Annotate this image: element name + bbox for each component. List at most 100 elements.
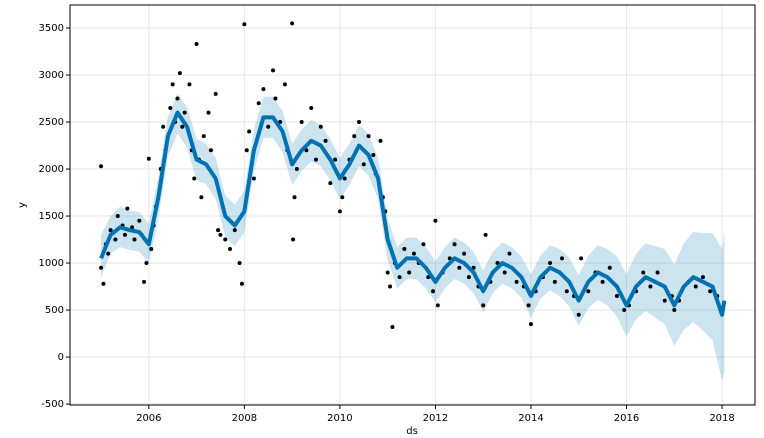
- plot-frame: [69, 4, 756, 406]
- y-tick-label: 3000: [39, 70, 64, 81]
- observed-point: [607, 265, 612, 270]
- observed-point: [411, 251, 416, 256]
- observed-point: [291, 237, 296, 242]
- observed-point: [208, 148, 213, 153]
- y-tick-label: 2500: [39, 117, 64, 128]
- observed-point: [177, 71, 182, 76]
- observed-point: [290, 21, 295, 26]
- y-tick-label: 0: [58, 352, 64, 363]
- observed-point: [466, 275, 471, 280]
- observed-point: [261, 87, 266, 92]
- observed-point: [548, 261, 553, 266]
- observed-point: [192, 176, 197, 181]
- uncertainty-band: [101, 93, 725, 381]
- observed-point: [622, 308, 627, 313]
- observed-point: [614, 293, 619, 298]
- observed-point: [378, 138, 383, 143]
- observed-point: [481, 303, 486, 308]
- observed-point: [187, 82, 192, 87]
- observed-point: [294, 167, 299, 172]
- x-tick-label: 2012: [423, 413, 448, 424]
- observed-point: [457, 265, 462, 270]
- observed-point: [213, 91, 218, 96]
- x-tick-label: 2014: [518, 413, 543, 424]
- observed-point: [271, 68, 276, 73]
- observed-point: [314, 157, 319, 162]
- observed-point: [201, 134, 206, 139]
- observed-point: [586, 289, 591, 294]
- observed-point: [514, 279, 519, 284]
- observed-point: [125, 206, 130, 211]
- observed-point: [180, 124, 185, 129]
- observed-point: [216, 228, 221, 233]
- observed-point: [433, 218, 438, 223]
- observed-point: [170, 82, 175, 87]
- observed-point: [452, 242, 457, 247]
- observed-point: [149, 246, 154, 251]
- observed-point: [552, 279, 557, 284]
- y-tick-label: 3500: [39, 23, 64, 34]
- observed-point: [194, 42, 199, 47]
- observed-point: [299, 120, 304, 125]
- observed-point: [708, 289, 713, 294]
- observed-point: [232, 228, 237, 233]
- observed-point: [483, 232, 488, 237]
- observed-point: [282, 82, 287, 87]
- observed-point: [662, 298, 667, 303]
- observed-point: [323, 138, 328, 143]
- observed-point: [122, 232, 127, 237]
- observed-point: [199, 195, 204, 200]
- observed-point: [693, 284, 698, 289]
- observed-point: [361, 162, 366, 167]
- y-tick-label: 1000: [39, 258, 64, 269]
- observed-point: [130, 225, 135, 230]
- observed-point: [526, 303, 531, 308]
- observed-point: [507, 251, 512, 256]
- observed-point: [182, 110, 187, 115]
- observed-point: [328, 181, 333, 186]
- observed-point: [340, 195, 345, 200]
- plot-area: [70, 5, 755, 405]
- observed-point: [292, 195, 297, 200]
- observed-point: [600, 279, 605, 284]
- observed-point: [402, 246, 407, 251]
- x-tick-label: 2016: [614, 413, 639, 424]
- forecast-line: [99, 110, 727, 317]
- observed-point: [390, 324, 395, 329]
- observed-point: [239, 281, 244, 286]
- observed-point: [366, 134, 371, 139]
- observed-point: [206, 110, 211, 115]
- observed-point: [101, 281, 106, 286]
- observed-point: [256, 101, 261, 106]
- y-tick-label: 2000: [39, 164, 64, 175]
- observed-point: [113, 237, 118, 242]
- observed-point: [356, 120, 361, 125]
- observed-point: [237, 261, 242, 266]
- observed-point: [397, 275, 402, 280]
- observed-point: [641, 270, 646, 275]
- grid: [70, 5, 755, 405]
- observed-point: [407, 270, 412, 275]
- observed-point: [421, 242, 426, 247]
- axes: -500 0 500 1000 1500 2000 2500 3000 3500 2006 2008…: [39, 23, 735, 424]
- observed-point: [115, 214, 120, 219]
- observed-point: [142, 279, 147, 284]
- x-tick-label: 2006: [136, 413, 161, 424]
- observed-point: [168, 105, 173, 110]
- observed-point: [672, 308, 677, 313]
- observed-point: [431, 289, 436, 294]
- observed-point: [528, 322, 533, 327]
- observed-point: [333, 157, 338, 162]
- x-tick-label: 2008: [232, 413, 257, 424]
- observed-point: [218, 232, 223, 237]
- observed-point: [146, 156, 151, 161]
- observed-point: [655, 270, 660, 275]
- observed-point: [564, 289, 569, 294]
- observed-point: [388, 284, 393, 289]
- x-tick-label: 2010: [327, 413, 352, 424]
- observed-point: [579, 256, 584, 261]
- observed-point: [352, 134, 357, 139]
- observed-point: [462, 251, 467, 256]
- observed-point: [318, 124, 323, 129]
